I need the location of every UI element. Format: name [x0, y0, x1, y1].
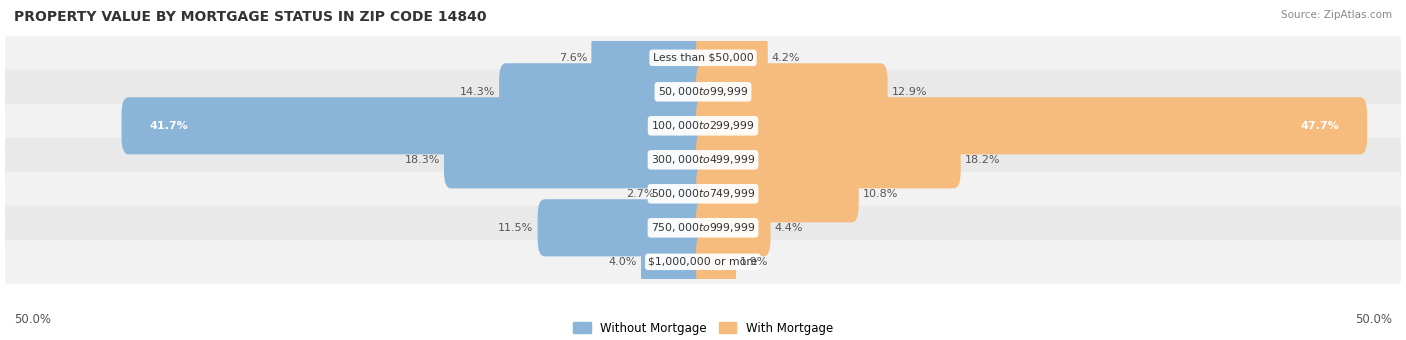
Text: $50,000 to $99,999: $50,000 to $99,999	[658, 85, 748, 98]
FancyBboxPatch shape	[121, 97, 710, 154]
FancyBboxPatch shape	[696, 63, 887, 120]
Text: 18.3%: 18.3%	[405, 155, 440, 165]
Text: 50.0%: 50.0%	[1355, 313, 1392, 326]
Text: 11.5%: 11.5%	[498, 223, 533, 233]
FancyBboxPatch shape	[659, 165, 710, 222]
Text: Less than $50,000: Less than $50,000	[652, 53, 754, 63]
Legend: Without Mortgage, With Mortgage: Without Mortgage, With Mortgage	[568, 317, 838, 340]
Text: $750,000 to $999,999: $750,000 to $999,999	[651, 221, 755, 234]
Text: $1,000,000 or more: $1,000,000 or more	[648, 257, 758, 267]
Text: 41.7%: 41.7%	[149, 121, 188, 131]
FancyBboxPatch shape	[696, 29, 768, 86]
Text: 4.4%: 4.4%	[775, 223, 803, 233]
FancyBboxPatch shape	[696, 233, 737, 290]
FancyBboxPatch shape	[696, 165, 859, 222]
FancyBboxPatch shape	[6, 172, 1400, 216]
FancyBboxPatch shape	[6, 240, 1400, 284]
Text: 50.0%: 50.0%	[14, 313, 51, 326]
Text: Source: ZipAtlas.com: Source: ZipAtlas.com	[1281, 10, 1392, 20]
Text: PROPERTY VALUE BY MORTGAGE STATUS IN ZIP CODE 14840: PROPERTY VALUE BY MORTGAGE STATUS IN ZIP…	[14, 10, 486, 24]
Text: 47.7%: 47.7%	[1301, 121, 1340, 131]
Text: 10.8%: 10.8%	[863, 189, 898, 199]
FancyBboxPatch shape	[6, 70, 1400, 114]
Text: $300,000 to $499,999: $300,000 to $499,999	[651, 153, 755, 166]
Text: 1.9%: 1.9%	[740, 257, 769, 267]
FancyBboxPatch shape	[444, 131, 710, 188]
FancyBboxPatch shape	[696, 97, 1367, 154]
Text: 4.0%: 4.0%	[609, 257, 637, 267]
Text: $100,000 to $299,999: $100,000 to $299,999	[651, 119, 755, 132]
Text: 2.7%: 2.7%	[626, 189, 655, 199]
FancyBboxPatch shape	[6, 138, 1400, 182]
FancyBboxPatch shape	[537, 199, 710, 256]
Text: 14.3%: 14.3%	[460, 87, 495, 97]
FancyBboxPatch shape	[499, 63, 710, 120]
Text: 7.6%: 7.6%	[558, 53, 588, 63]
FancyBboxPatch shape	[696, 131, 960, 188]
Text: $500,000 to $749,999: $500,000 to $749,999	[651, 187, 755, 200]
FancyBboxPatch shape	[6, 36, 1400, 80]
FancyBboxPatch shape	[592, 29, 710, 86]
FancyBboxPatch shape	[696, 199, 770, 256]
FancyBboxPatch shape	[6, 206, 1400, 250]
Text: 18.2%: 18.2%	[965, 155, 1000, 165]
Text: 12.9%: 12.9%	[891, 87, 928, 97]
FancyBboxPatch shape	[641, 233, 710, 290]
Text: 4.2%: 4.2%	[772, 53, 800, 63]
FancyBboxPatch shape	[6, 104, 1400, 148]
